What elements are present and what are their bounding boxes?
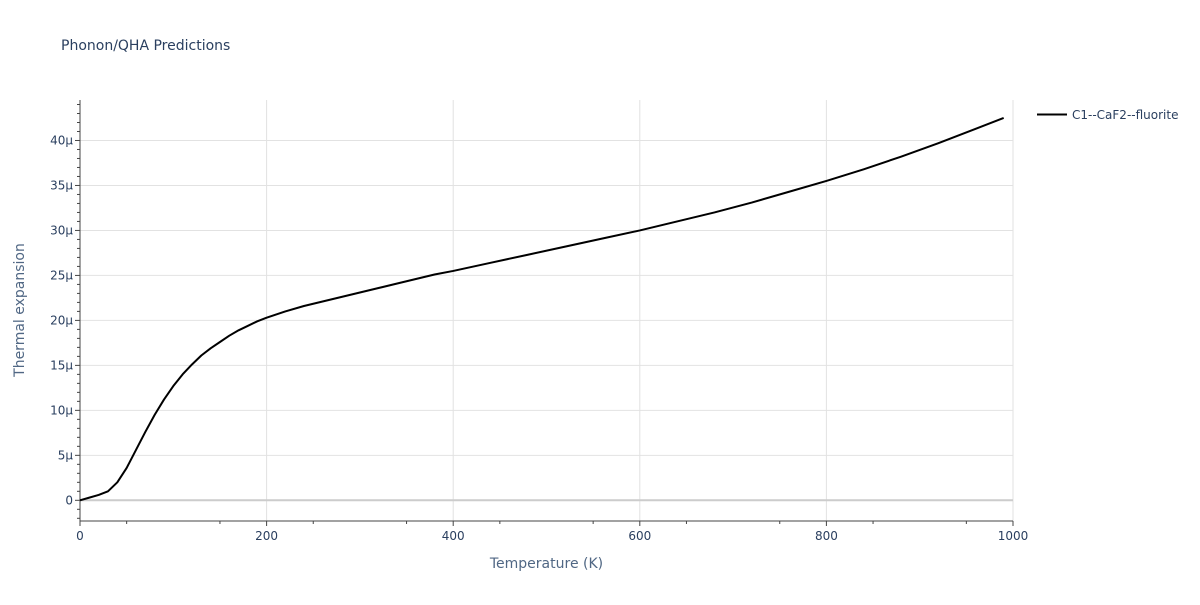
y-tick-label: 20μ xyxy=(50,313,73,327)
series-line xyxy=(79,117,1005,502)
axis-layer: 0 200 400 600 800 1000 0 5μ 10μ 15μ 20μ 25μ 30μ 35μ 40… xyxy=(50,100,1028,543)
legend[interactable]: C1--CaF2--fluorite xyxy=(1037,108,1178,122)
x-tick-label: 400 xyxy=(442,529,465,543)
y-axis-title: Thermal expansion xyxy=(12,243,28,378)
x-axis-title: Temperature (K) xyxy=(489,556,603,572)
x-tick-label: 600 xyxy=(628,529,651,543)
y-tick-label: 0 xyxy=(65,493,73,507)
series-layer xyxy=(79,117,1005,502)
x-tick-label: 200 xyxy=(255,529,278,543)
chart-title: Phonon/QHA Predictions xyxy=(61,38,230,54)
y-tick-label: 15μ xyxy=(50,358,73,372)
y-tick-label: 5μ xyxy=(58,448,74,462)
y-tick-label: 10μ xyxy=(50,403,73,417)
x-tick-label: 800 xyxy=(815,529,838,543)
y-tick-label: 25μ xyxy=(50,268,73,282)
y-tick-label: 30μ xyxy=(50,223,73,237)
grid-layer xyxy=(80,100,1014,521)
legend-label: C1--CaF2--fluorite xyxy=(1072,108,1178,122)
y-tick-label: 40μ xyxy=(50,133,73,147)
x-tick-label: 1000 xyxy=(998,529,1029,543)
y-tick-label: 35μ xyxy=(50,178,73,192)
x-tick-label: 0 xyxy=(76,529,84,543)
